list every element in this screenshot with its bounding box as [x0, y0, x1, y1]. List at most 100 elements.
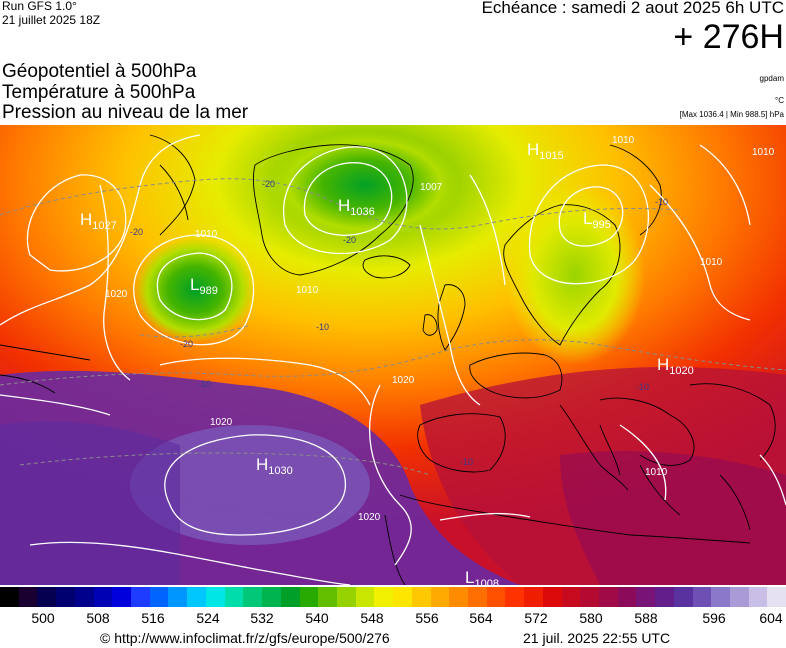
scale-swatch: [355, 587, 375, 607]
forecast-valid-time: Echéance : samedi 2 aout 2025 6h UTC: [481, 0, 784, 17]
scale-swatch: [74, 587, 94, 607]
scale-swatch: [636, 587, 656, 607]
pressure-center-high-1020: H1020: [657, 355, 694, 377]
pressure-max-min: [Max 1036.4 | Min 988.5] hPa: [679, 110, 784, 119]
isobar-label: 1020: [105, 289, 128, 300]
color-scale: [0, 587, 786, 607]
isotherm-label: -10: [316, 322, 329, 332]
isotherm-label: -20: [262, 179, 275, 189]
pressure-center-low-1008: L1008: [465, 568, 499, 585]
scale-swatch: [505, 587, 525, 607]
isobar-label: 1010: [612, 135, 635, 146]
scale-swatch: [318, 587, 337, 607]
scale-swatch: [599, 587, 618, 607]
unit-geopotential: gpdam: [759, 74, 784, 83]
scale-swatch: [0, 587, 19, 607]
scale-tick-label: 532: [250, 610, 274, 626]
scale-swatch: [18, 587, 38, 607]
isobar-label: 1010: [752, 147, 775, 158]
scale-tick-label: 524: [196, 610, 220, 626]
generation-timestamp: 21 juil. 2025 22:55 UTC: [523, 630, 671, 646]
layer-title-pressure: Pression au niveau de la mer: [2, 102, 249, 123]
isobar-label: 1010: [296, 285, 319, 296]
scale-swatch: [205, 587, 225, 607]
scale-swatch: [430, 587, 450, 607]
pressure-center-high-1027: H1027: [80, 210, 117, 232]
scale-tick-label: 580: [579, 610, 603, 626]
scale-swatch: [561, 587, 581, 607]
isobars: [0, 134, 786, 585]
isobar-label: 1010: [700, 257, 723, 268]
scale-swatch: [262, 587, 281, 607]
scale-swatch: [374, 587, 394, 607]
scale-swatch: [655, 587, 674, 607]
isobar-label: 1010: [645, 467, 668, 478]
weather-map: H1027 H1036 H1015 H1020 H1030 L989 L995 L1008 1…: [0, 125, 786, 585]
source-credit[interactable]: © http://www.infoclimat.fr/z/gfs/europe/…: [100, 630, 390, 646]
layer-title-temperature: Température à 500hPa: [2, 82, 196, 103]
isotherms: [0, 178, 786, 476]
scale-swatch: [411, 587, 431, 607]
run-date: 21 juillet 2025 18Z: [2, 13, 101, 27]
pressure-center-high-1036: H1036: [338, 196, 375, 218]
scale-swatch: [767, 587, 786, 607]
isobar-label: 1007: [420, 182, 443, 193]
isotherm-label: -10: [655, 197, 668, 207]
scale-tick-label: 588: [634, 610, 658, 626]
scale-swatch: [299, 587, 319, 607]
run-label: Run GFS 1.0°: [2, 0, 77, 13]
pressure-center-low-989: L989: [190, 275, 218, 297]
scale-swatch: [224, 587, 244, 607]
scale-tick-label: 548: [360, 610, 384, 626]
scale-tick-label: 508: [86, 610, 110, 626]
isotherm-label: -20: [130, 227, 143, 237]
scale-swatch: [336, 587, 356, 607]
scale-swatch: [393, 587, 412, 607]
scale-swatch: [692, 587, 712, 607]
scale-tick-label: 516: [141, 610, 165, 626]
isobar-label: 1020: [210, 417, 233, 428]
scale-tick-label: 556: [415, 610, 439, 626]
scale-swatch: [617, 587, 637, 607]
scale-tick-label: 564: [469, 610, 493, 626]
scale-swatch: [93, 587, 113, 607]
scale-swatch: [486, 587, 506, 607]
layer-title-geopotential: Géopotentiel à 500hPa: [2, 61, 197, 82]
scale-swatch: [168, 587, 188, 607]
scale-tick-label: 572: [524, 610, 548, 626]
isotherm-label: -20: [343, 235, 356, 245]
scale-swatch: [149, 587, 169, 607]
scale-swatch: [449, 587, 468, 607]
isotherm-label: -10: [198, 379, 211, 389]
isotherm-label: -10: [460, 457, 473, 467]
scale-tick-label: 596: [702, 610, 726, 626]
contour-labels: 1020 1010 1007 1010 1010 1020 1010 1020 1020 1010…: [105, 135, 775, 523]
isotherm-label: -10: [636, 382, 649, 392]
scale-swatch: [56, 587, 75, 607]
scale-swatch: [730, 587, 749, 607]
scale-tick-label: 540: [305, 610, 329, 626]
scale-tick-label: 604: [759, 610, 783, 626]
scale-swatch: [131, 587, 150, 607]
scale-swatch: [187, 587, 206, 607]
pressure-center-high-1030: H1030: [256, 455, 293, 477]
isobar-label: 1010: [195, 229, 218, 240]
unit-temperature: °C: [775, 96, 784, 105]
scale-swatch: [542, 587, 562, 607]
scale-swatch: [112, 587, 132, 607]
scale-swatch: [280, 587, 300, 607]
scale-swatch: [711, 587, 731, 607]
scale-swatch: [748, 587, 768, 607]
scale-swatch: [524, 587, 543, 607]
color-scale-ticks: 500 508 516 524 532 540 548 556 564 572 580 588 596 6…: [0, 610, 786, 628]
scale-swatch: [673, 587, 693, 607]
isobar-label: 1020: [358, 512, 381, 523]
pressure-centers: H1027 H1036 H1015 H1020 H1030 L989 L995 L1008: [80, 140, 694, 585]
pressure-center-high-1015: H1015: [527, 140, 564, 162]
scale-tick-label: 500: [31, 610, 55, 626]
isobar-label: 1020: [392, 375, 415, 386]
isotherm-label: -20: [180, 339, 193, 349]
scale-swatch: [467, 587, 487, 607]
scale-swatch: [580, 587, 599, 607]
forecast-hour: + 276H: [673, 18, 784, 56]
